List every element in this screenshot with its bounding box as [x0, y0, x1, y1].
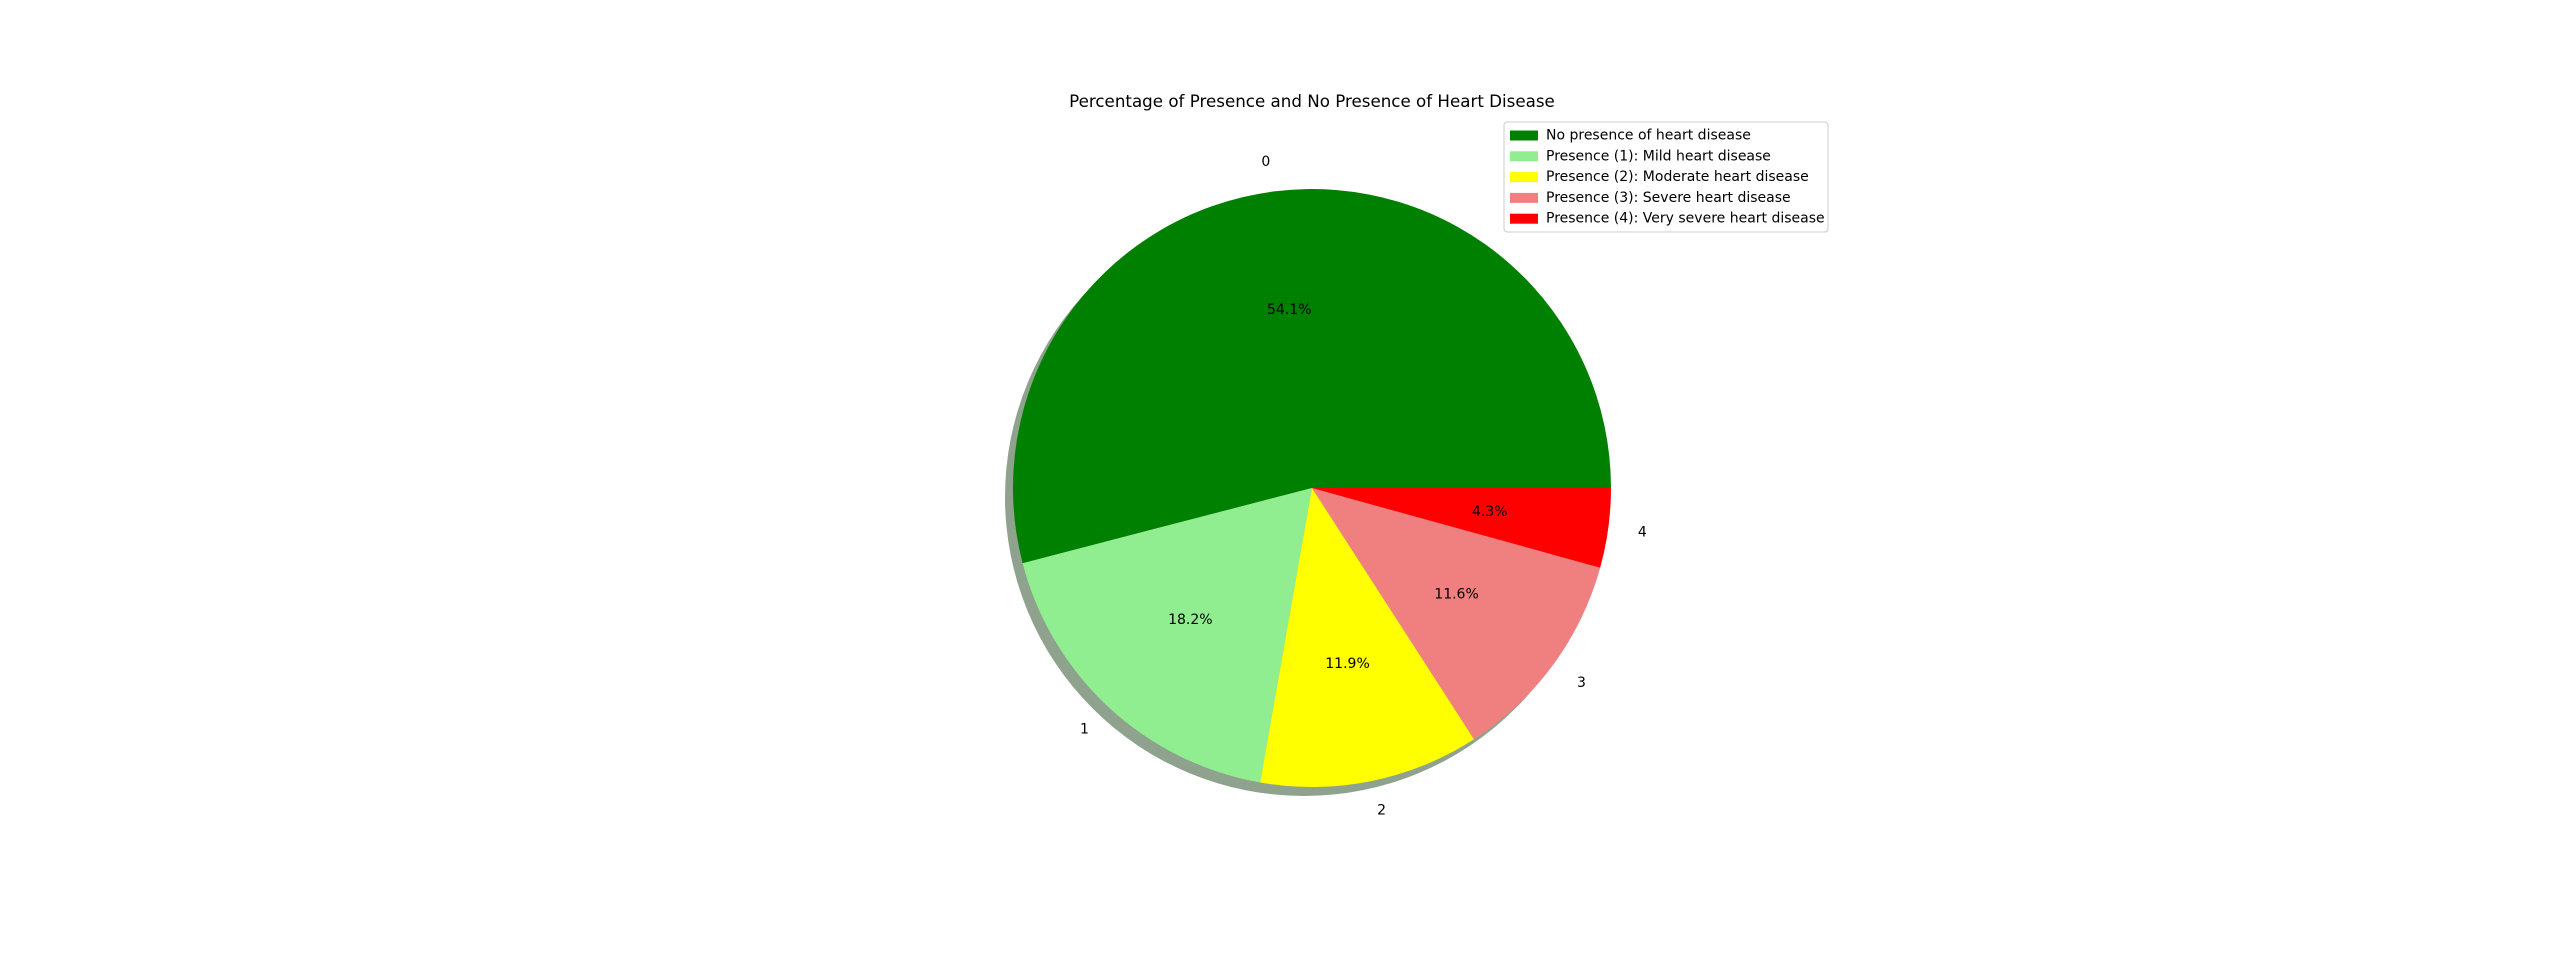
legend-swatch: [1510, 130, 1538, 141]
slice-percent-label: 11.9%: [1325, 656, 1369, 672]
pie-slice-2: [1260, 488, 1475, 787]
slice-percent-label: 18.2%: [1168, 612, 1212, 628]
legend-label: Presence (3): Severe heart disease: [1546, 190, 1791, 206]
slice-percent-label: 4.3%: [1472, 504, 1508, 520]
legend-swatch: [1510, 151, 1538, 162]
legend-swatch: [1510, 192, 1538, 203]
slice-category-label: 4: [1638, 524, 1647, 540]
slice-category-label: 0: [1261, 154, 1270, 170]
pie-slice-4: [1312, 488, 1611, 568]
pie-slice-3: [1312, 488, 1601, 740]
slice-percent-label: 54.1%: [1267, 302, 1311, 318]
legend-label: No presence of heart disease: [1546, 128, 1751, 144]
chart-title: Percentage of Presence and No Presence o…: [1069, 91, 1555, 111]
legend-label: Presence (2): Moderate heart disease: [1546, 169, 1809, 185]
pie-slice-0: [1013, 188, 1611, 564]
legend-swatch: [1510, 172, 1538, 183]
legend-label: Presence (1): Mild heart disease: [1546, 148, 1771, 164]
pie-slices: [1013, 188, 1611, 787]
legend-swatch: [1510, 213, 1538, 224]
slice-percent-label: 11.6%: [1434, 586, 1478, 602]
pie-slice-1: [1022, 488, 1312, 783]
legend-frame: [1503, 121, 1829, 233]
slice-category-label: 3: [1577, 675, 1586, 691]
slice-category-label: 1: [1080, 722, 1089, 738]
pie-labels: 54.1% 0 18.2% 1 11.9% 2 11.6% 3 4.3% 4: [1080, 154, 1647, 819]
legend-label: Presence (4): Very severe heart disease: [1546, 211, 1825, 227]
legend: No presence of heart disease Presence (1)…: [1503, 121, 1829, 233]
slice-category-label: 2: [1377, 802, 1386, 818]
